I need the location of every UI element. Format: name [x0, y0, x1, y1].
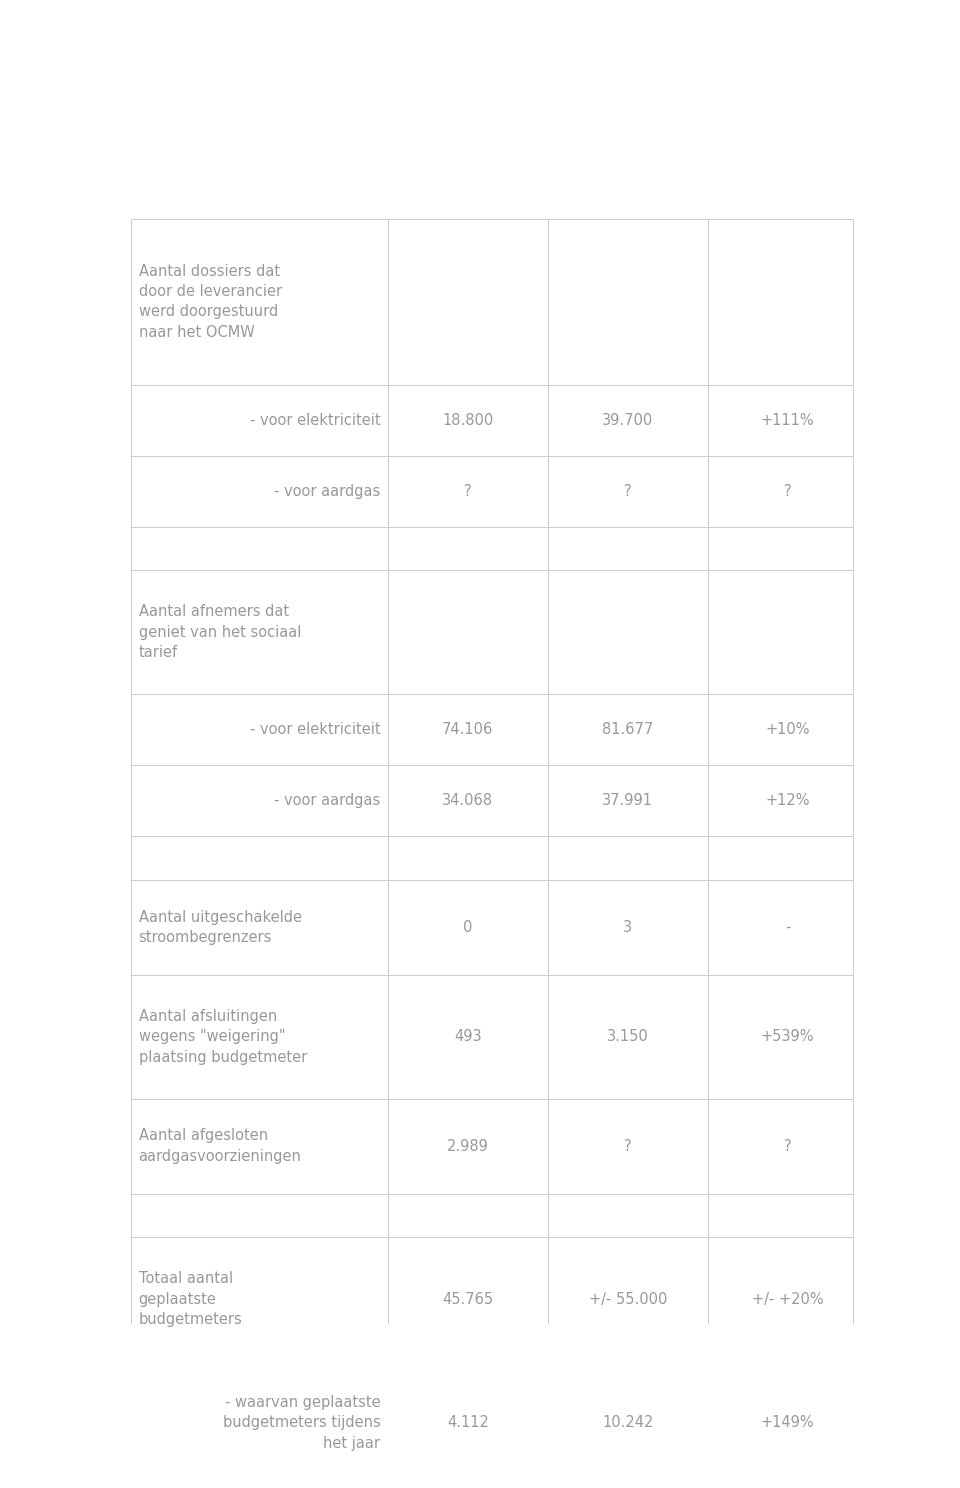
- Text: Aantal dossiers dat
door de leverancier
werd doorgestuurd
naar het OCMW: Aantal dossiers dat door de leverancier …: [138, 263, 281, 339]
- Text: +539%: +539%: [761, 1030, 814, 1045]
- Text: +149%: +149%: [761, 1415, 814, 1430]
- Text: 74.106: 74.106: [443, 722, 493, 737]
- Text: 2.989: 2.989: [447, 1138, 489, 1153]
- Text: Aantal uitgeschakelde
stroombegrenzers: Aantal uitgeschakelde stroombegrenzers: [138, 909, 301, 945]
- Text: ?: ?: [464, 484, 471, 498]
- Text: +/- +20%: +/- +20%: [752, 1292, 824, 1306]
- Text: - voor aardgas: - voor aardgas: [275, 793, 380, 808]
- Text: 3.150: 3.150: [607, 1030, 649, 1045]
- Text: ?: ?: [624, 484, 632, 498]
- Text: 45.765: 45.765: [443, 1292, 493, 1306]
- Text: 37.991: 37.991: [602, 793, 653, 808]
- Text: +/- 55.000: +/- 55.000: [588, 1292, 667, 1306]
- Text: 0: 0: [463, 920, 472, 934]
- Text: 34.068: 34.068: [443, 793, 493, 808]
- Text: Aantal afnemers dat
geniet van het sociaal
tarief: Aantal afnemers dat geniet van het socia…: [138, 604, 301, 661]
- Text: - waarvan geplaatste
budgetmeters tijdens
het jaar: - waarvan geplaatste budgetmeters tijden…: [223, 1394, 380, 1451]
- Text: 4.112: 4.112: [447, 1415, 489, 1430]
- Text: 3: 3: [623, 920, 633, 934]
- Text: 39.700: 39.700: [602, 412, 654, 429]
- Text: +12%: +12%: [765, 793, 810, 808]
- Text: -: -: [785, 920, 790, 934]
- Text: 81.677: 81.677: [602, 722, 654, 737]
- Text: 18.800: 18.800: [443, 412, 493, 429]
- Text: Totaal aantal
geplaatste
budgetmeters: Totaal aantal geplaatste budgetmeters: [138, 1271, 242, 1327]
- Text: +111%: +111%: [761, 412, 814, 429]
- Text: Aantal afgesloten
aardgasvoorzieningen: Aantal afgesloten aardgasvoorzieningen: [138, 1128, 301, 1164]
- Text: ?: ?: [624, 1138, 632, 1153]
- Text: 493: 493: [454, 1030, 482, 1045]
- Text: ?: ?: [784, 484, 792, 498]
- Text: ?: ?: [784, 1138, 792, 1153]
- Text: - voor aardgas: - voor aardgas: [275, 484, 380, 498]
- Text: - voor elektriciteit: - voor elektriciteit: [250, 412, 380, 429]
- Text: Aantal afsluitingen
wegens "weigering"
plaatsing budgetmeter: Aantal afsluitingen wegens "weigering" p…: [138, 1009, 307, 1064]
- Text: 10.242: 10.242: [602, 1415, 654, 1430]
- Text: - voor elektriciteit: - voor elektriciteit: [250, 722, 380, 737]
- Text: +10%: +10%: [765, 722, 810, 737]
